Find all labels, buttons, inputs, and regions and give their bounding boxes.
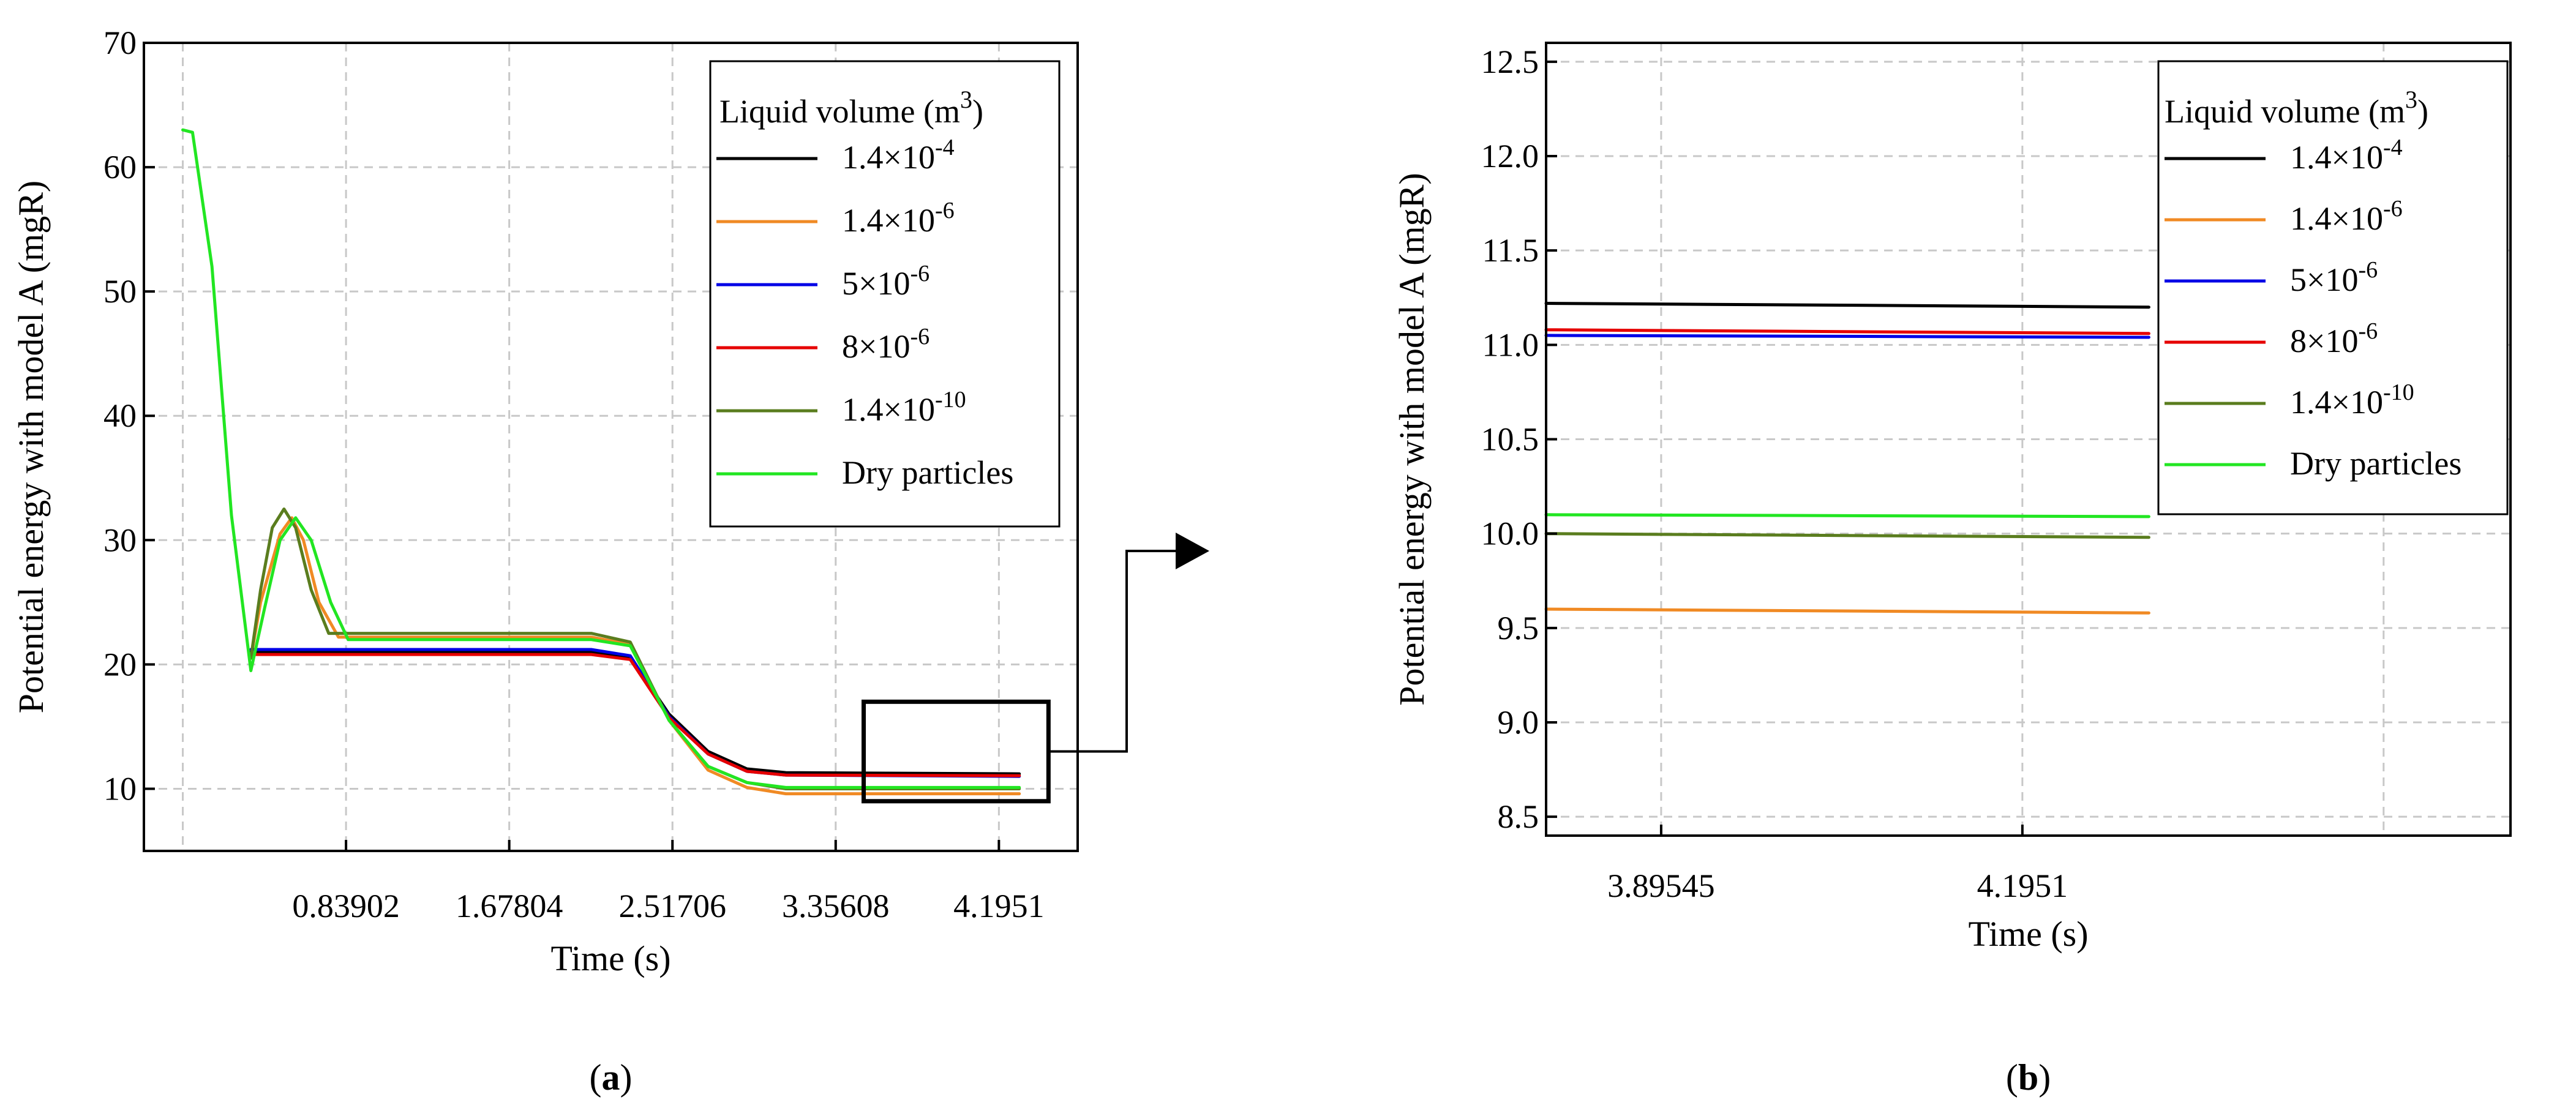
a-legend-label-exp: -6 [910, 261, 929, 286]
b-panel-label: (b) [2006, 1057, 2051, 1098]
a-legend-title-sup: 3 [960, 86, 972, 113]
b-panel-label-letter: b [2018, 1057, 2038, 1098]
a-legend-label-5: Dry particles [842, 454, 1013, 491]
b-legend-title-text: Liquid volume (m [2165, 93, 2405, 130]
a-x-axis-label: Time (s) [550, 938, 670, 978]
a-legend-label-0: 1.4×10-4 [842, 135, 955, 176]
a-x-tick-label: 1.67804 [456, 888, 563, 924]
a-x-tick-label: 4.1951 [953, 888, 1045, 924]
b-legend-label-exp: -10 [2383, 380, 2414, 405]
a-y-tick-label: 60 [103, 149, 137, 185]
a-y-tick-label: 10 [103, 770, 137, 807]
b-y-tick-label: 11.5 [1482, 232, 1539, 269]
a-legend-label-exp: -4 [935, 135, 955, 160]
b-y-tick-label: 12.5 [1481, 43, 1539, 80]
a-legend-label-base: 1.4×10 [842, 202, 935, 239]
b-legend-label-exp: -6 [2383, 196, 2403, 222]
a-legend-label-exp: -6 [910, 324, 929, 350]
a-y-tick-label: 40 [103, 397, 137, 434]
b-y-tick-label: 9.0 [1498, 704, 1539, 741]
b-y-tick-label: 10.5 [1481, 421, 1539, 458]
a-series-line-3 [249, 653, 1021, 777]
b-legend-label-2: 5×10-6 [2290, 257, 2378, 298]
b-series-line-1 [1544, 607, 2150, 615]
a-series-line-5 [181, 128, 1021, 789]
zoom-arrow-line [1048, 548, 1185, 753]
b-y-tick-label: 12.0 [1481, 138, 1539, 174]
b-legend-label-5: Dry particles [2290, 445, 2461, 482]
b-series-line-0 [1544, 302, 2150, 309]
b-x-axis-label: Time (s) [1968, 914, 2088, 954]
a-legend-box [709, 60, 1061, 528]
b-legend-label-0: 1.4×10-4 [2290, 135, 2403, 176]
b-panel-label-open: ( [2006, 1057, 2018, 1098]
b-series-line-5 [1544, 513, 2150, 519]
b-legend-label-base: 8×10 [2290, 323, 2358, 359]
b-y-tick-label: 8.5 [1498, 798, 1539, 835]
a-y-tick-label: 70 [103, 24, 137, 61]
b-legend-title: Liquid volume (m3) [2165, 86, 2428, 130]
b-x-tick-label: 4.1951 [1977, 867, 2068, 904]
a-y-tick-label: 20 [103, 646, 137, 683]
b-legend-label-4: 1.4×10-10 [2290, 380, 2414, 421]
a-y-axis-label: Potential energy with model A (mgR) [11, 181, 51, 713]
a-legend-label-base: 5×10 [842, 265, 910, 302]
a-panel-label-close: ) [620, 1057, 633, 1098]
a-legend-label-base: 8×10 [842, 328, 910, 365]
b-panel-label-close: ) [2038, 1057, 2051, 1098]
a-panel-label-open: ( [590, 1057, 602, 1098]
a-legend-label-2: 5×10-6 [842, 261, 929, 302]
a-legend-label-base: 1.4×10 [842, 139, 935, 176]
b-legend-label-base: 1.4×10 [2290, 139, 2383, 176]
a-y-tick-label: 30 [103, 522, 137, 558]
a-legend-title-text: Liquid volume (m [719, 93, 960, 130]
a-series-line-0 [249, 650, 1021, 776]
a-series-line-1 [249, 516, 1021, 796]
b-legend-label-base: 1.4×10 [2290, 200, 2383, 237]
b-series-line-2 [1544, 334, 2150, 339]
a-legend-title: Liquid volume (m3) [719, 86, 983, 130]
b-legend-box [2157, 60, 2509, 515]
b-legend-label-base: 1.4×10 [2290, 384, 2383, 421]
zoom-connector-arrow [862, 533, 1209, 804]
a-legend-label-4: 1.4×10-10 [842, 387, 966, 428]
a-x-tick-label: 3.35608 [782, 888, 890, 924]
b-series-line-3 [1544, 328, 2150, 335]
a-legend-title-close: ) [972, 93, 983, 130]
b-legend-label-exp: -4 [2383, 135, 2403, 160]
b-x-tick-label: 3.89545 [1607, 867, 1715, 904]
b-legend-title-close: ) [2417, 93, 2428, 130]
b-y-tick-label: 9.5 [1498, 610, 1539, 646]
b-legend-label-exp: -6 [2358, 318, 2378, 344]
b-legend-label-base: 5×10 [2290, 261, 2358, 298]
a-x-tick-label: 2.51706 [618, 888, 726, 924]
a-panel-label: (a) [590, 1057, 633, 1098]
a-y-tick-label: 50 [103, 273, 137, 310]
a-panel-label-letter: a [602, 1057, 620, 1098]
b-legend-label-exp: -6 [2358, 257, 2378, 283]
b-legend-label-3: 8×10-6 [2290, 318, 2378, 359]
chart-panel-b: 8.5 9.0 9.5 10.0 10.5 11.0 11.5 12.0 12.5 3.89545… [1392, 42, 2512, 1098]
b-legend-label-1: 1.4×10-6 [2290, 196, 2403, 237]
a-legend-label-1: 1.4×10-6 [842, 198, 955, 239]
b-y-tick-label: 10.0 [1481, 515, 1539, 552]
a-x-tick-label: 0.83902 [292, 888, 400, 924]
b-legend-label-base: Dry particles [2290, 445, 2461, 482]
a-plot-frame [143, 42, 1079, 852]
b-series-line-4 [1544, 532, 2150, 539]
b-y-axis-label: Potential energy with model A (mgR) [1392, 173, 1432, 705]
chart-panel-a: 10 20 30 40 50 60 70 0.83902 1.67804 2.51706 3.356… [11, 24, 1079, 1098]
b-y-tick-label: 11.0 [1482, 326, 1539, 363]
a-legend-label-base: 1.4×10 [842, 391, 935, 428]
b-legend-title-sup: 3 [2405, 86, 2417, 113]
a-legend-label-exp: -10 [935, 387, 966, 413]
a-legend-label-3: 8×10-6 [842, 324, 929, 365]
a-legend-label-base: Dry particles [842, 454, 1013, 491]
a-legend-label-exp: -6 [935, 198, 955, 223]
zoom-arrowhead [1176, 533, 1209, 569]
